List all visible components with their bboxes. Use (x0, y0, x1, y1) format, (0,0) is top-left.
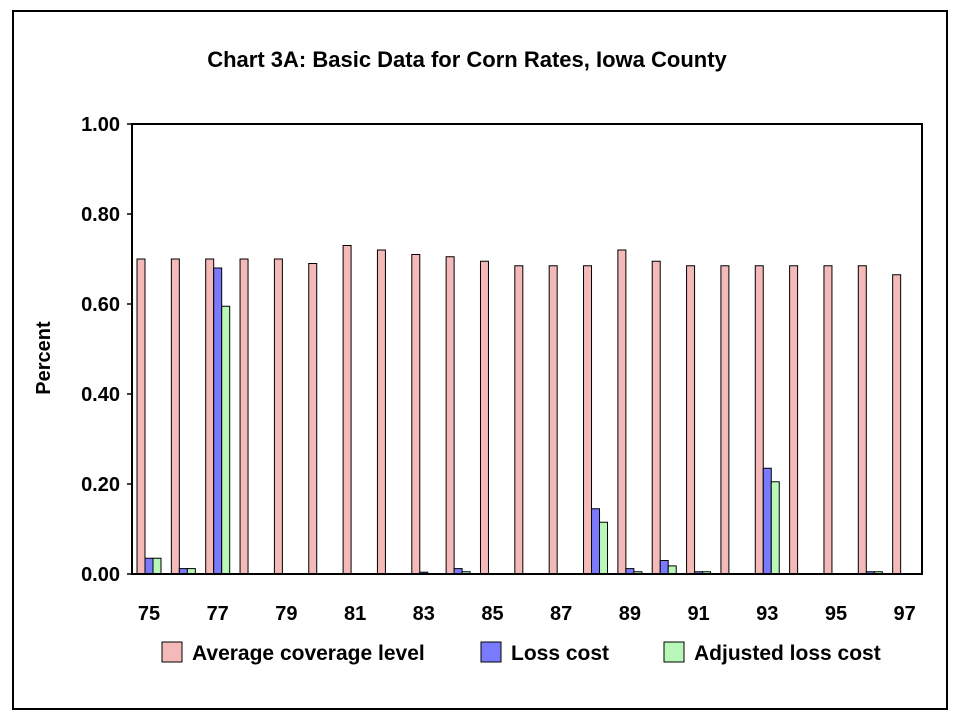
bar-average-coverage-level-75 (136, 258, 146, 575)
bar-adjusted-loss-cost-75 (152, 557, 162, 575)
x-tick-label: 87 (550, 603, 572, 625)
bar-average-coverage-level-93 (754, 265, 764, 575)
x-tick-label: 77 (207, 603, 229, 625)
bar-adjusted-loss-cost-77 (221, 305, 231, 575)
x-tick-label: 97 (894, 603, 916, 625)
bar-average-coverage-level-87 (548, 265, 558, 575)
bar-average-coverage-level-91 (686, 265, 696, 575)
bar-loss-cost-88 (591, 508, 601, 575)
chart-canvas: Chart 3A: Basic Data for Corn Rates, Iow… (33, 47, 923, 665)
x-axis-ticks: 75 77 79 81 83 85 87 89 91 93 95 97 (138, 603, 916, 625)
x-tick-label: 95 (825, 603, 847, 625)
bar-average-coverage-level-83 (411, 254, 421, 575)
bar-average-coverage-level-77 (205, 258, 215, 575)
bar-loss-cost-93 (762, 467, 772, 575)
y-axis-label: Percent (33, 321, 55, 395)
legend-label: Adjusted loss cost (694, 642, 881, 665)
legend-swatch (480, 641, 502, 663)
legend-label: Average coverage level (192, 642, 425, 665)
x-tick-label: 91 (687, 603, 709, 625)
bar-average-coverage-level-92 (720, 265, 730, 575)
y-tick-label: 0.20 (81, 474, 120, 496)
x-tick-label: 93 (756, 603, 778, 625)
bar-average-coverage-level-80 (308, 263, 318, 575)
legend-swatch (161, 641, 183, 663)
bars-group (136, 245, 902, 575)
bar-average-coverage-level-96 (857, 265, 867, 575)
x-tick-label: 83 (413, 603, 435, 625)
bar-loss-cost-77 (213, 267, 223, 575)
bar-average-coverage-level-78 (239, 258, 249, 575)
chart-frame: Chart 3A: Basic Data for Corn Rates, Iow… (12, 10, 948, 710)
bar-average-coverage-level-81 (342, 245, 352, 575)
bar-average-coverage-level-84 (445, 256, 455, 575)
bar-average-coverage-level-95 (823, 265, 833, 575)
bar-average-coverage-level-82 (376, 249, 386, 575)
bar-average-coverage-level-97 (892, 274, 902, 575)
bar-average-coverage-level-90 (651, 260, 661, 575)
bar-adjusted-loss-cost-90 (667, 565, 677, 575)
bar-loss-cost-75 (144, 557, 154, 575)
bar-average-coverage-level-86 (514, 265, 524, 575)
y-tick-label: 1.00 (81, 114, 120, 136)
y-tick-label: 0.40 (81, 384, 120, 406)
plot-area (131, 123, 923, 575)
x-tick-label: 75 (138, 603, 160, 625)
y-tick-label: 0.60 (81, 294, 120, 316)
legend-swatch (663, 641, 685, 663)
x-tick-label: 79 (275, 603, 297, 625)
x-tick-label: 89 (619, 603, 641, 625)
y-tick-label: 0.80 (81, 204, 120, 226)
bar-adjusted-loss-cost-93 (770, 481, 780, 575)
bar-average-coverage-level-85 (479, 260, 489, 575)
bar-loss-cost-90 (659, 560, 669, 575)
y-axis-ticks: 0.00 0.20 0.40 0.60 0.80 1.00 (81, 114, 132, 586)
bar-average-coverage-level-76 (170, 258, 180, 575)
legend: Average coverage level Loss cost Adjusted … (161, 641, 881, 665)
y-tick-label: 0.00 (81, 564, 120, 586)
chart-title: Chart 3A: Basic Data for Corn Rates, Iow… (207, 47, 727, 72)
bar-average-coverage-level-94 (789, 265, 799, 575)
bar-average-coverage-level-88 (583, 265, 593, 575)
bar-average-coverage-level-79 (273, 258, 283, 575)
x-tick-label: 81 (344, 603, 366, 625)
legend-label: Loss cost (511, 642, 609, 665)
x-tick-label: 85 (481, 603, 503, 625)
bar-average-coverage-level-89 (617, 249, 627, 575)
bar-adjusted-loss-cost-88 (599, 521, 609, 575)
